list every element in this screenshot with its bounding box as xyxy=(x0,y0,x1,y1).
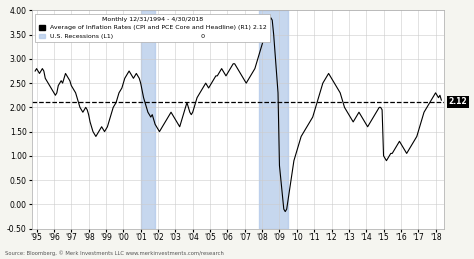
Legend: Average of Inflation Rates (CPI and PCE Core and Headline) (R1) 2.12, U.S. Reces: Average of Inflation Rates (CPI and PCE … xyxy=(36,13,270,42)
Bar xyxy=(141,10,155,228)
Bar xyxy=(259,10,288,228)
Text: Source: Bloomberg, © Merk Investments LLC www.merkinvestments.com/research: Source: Bloomberg, © Merk Investments LL… xyxy=(5,251,224,256)
Text: 2.12: 2.12 xyxy=(448,97,467,106)
